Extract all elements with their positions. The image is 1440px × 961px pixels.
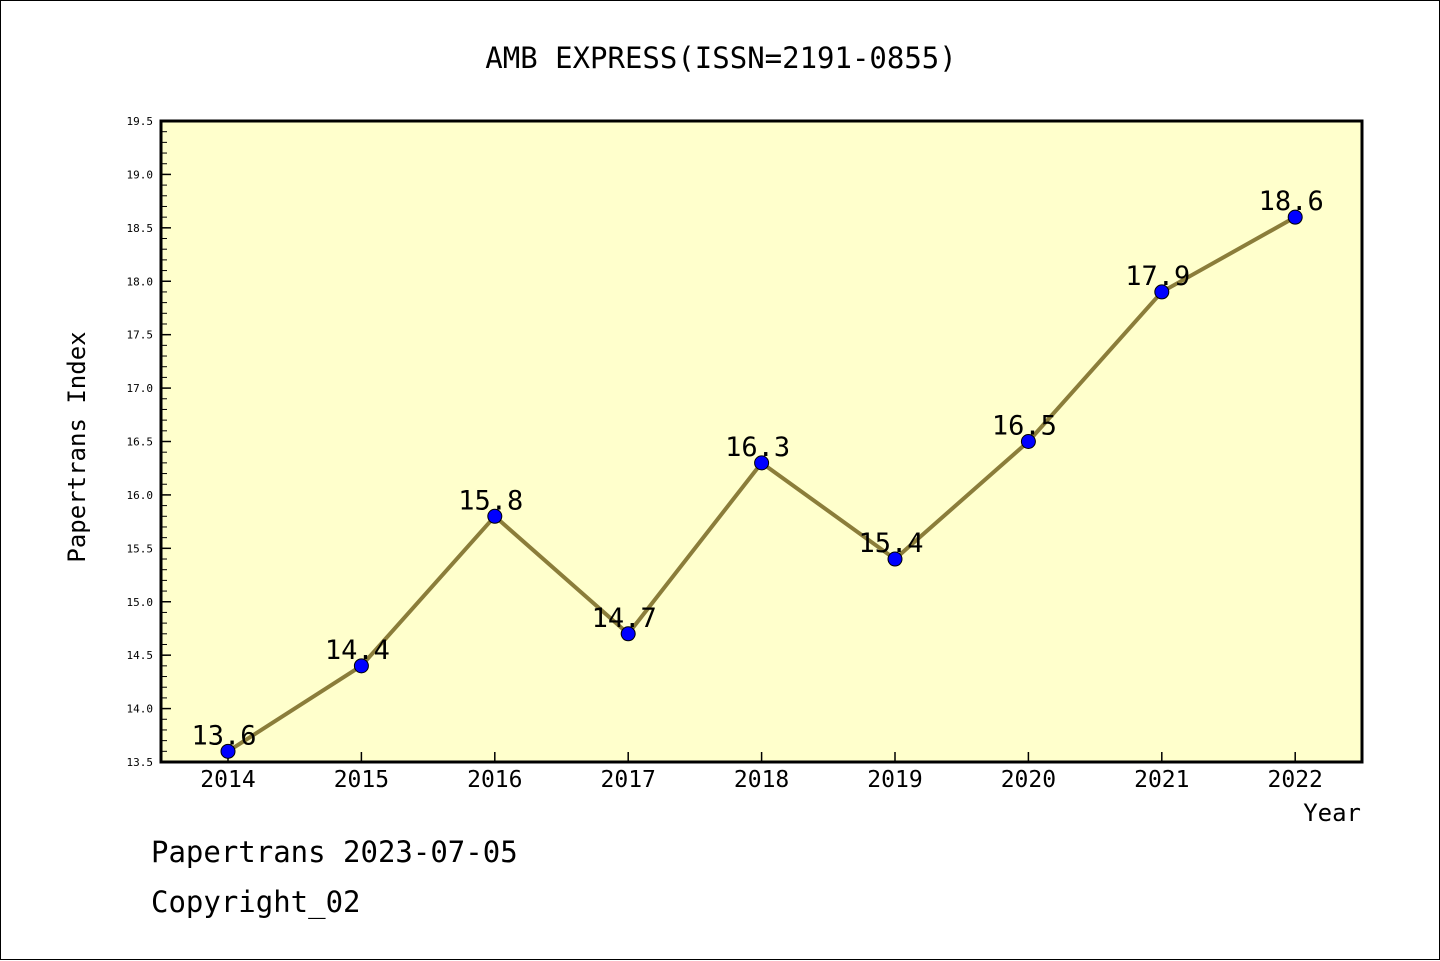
y-tick-label: 18.0 (127, 275, 154, 288)
chart-title: AMB EXPRESS(ISSN=2191-0855) (485, 41, 956, 75)
data-label: 17.9 (1125, 261, 1190, 292)
y-axis-ticks: 13.5 14.0 14.5 15.0 15.5 16.0 16.5 17.0 17.5 18.0… (127, 115, 171, 769)
data-label: 18.6 (1259, 186, 1324, 217)
y-tick-label: 18.5 (127, 222, 154, 235)
data-point (1154, 284, 1170, 300)
data-point (220, 743, 236, 759)
y-tick-label: 13.5 (127, 756, 154, 769)
x-tick-label: 2015 (334, 767, 389, 793)
data-point (754, 455, 770, 471)
data-label: 13.6 (191, 720, 256, 751)
data-point (353, 658, 369, 674)
data-point (487, 508, 503, 524)
x-tick-label: 2018 (734, 767, 789, 793)
data-label: 15.8 (458, 485, 523, 516)
y-tick-label: 17.0 (127, 382, 154, 395)
x-tick-label: 2016 (467, 767, 522, 793)
y-tick-label: 19.0 (127, 168, 154, 181)
plot-area (161, 121, 1362, 762)
y-tick-label: 14.5 (127, 649, 154, 662)
data-label: 16.5 (992, 411, 1057, 442)
x-tick-label: 2021 (1134, 767, 1189, 793)
footer-copyright: Copyright_02 (151, 885, 361, 919)
plot-frame (159, 119, 1364, 764)
x-tick-label: 2014 (200, 767, 255, 793)
y-tick-label: 15.5 (127, 542, 154, 555)
y-tick-label: 16.0 (127, 489, 154, 502)
y-tick-label: 16.5 (127, 436, 154, 449)
x-axis-label: Year (1303, 799, 1361, 827)
y-tick-label: 15.0 (127, 596, 154, 609)
y-tick-label: 17.5 (127, 329, 154, 342)
data-point (620, 626, 636, 642)
x-tick-label: 2019 (867, 767, 922, 793)
data-labels: 13.6 14.4 15.8 14.7 16.3 15.4 16.5 17.9 18.6 (191, 186, 1323, 751)
x-tick-label: 2022 (1268, 767, 1323, 793)
y-tick-label: 19.5 (127, 115, 154, 128)
data-label: 16.3 (725, 432, 790, 463)
data-point (887, 551, 903, 567)
y-axis-label: Papertrans Index (63, 331, 91, 562)
x-tick-label: 2017 (601, 767, 656, 793)
series-markers (220, 209, 1303, 759)
data-point (1020, 434, 1036, 449)
x-axis-ticks: 2014 2015 2016 2017 2018 2019 2020 2021 2022 (200, 752, 1323, 793)
data-label: 14.4 (325, 635, 390, 666)
data-label: 15.4 (858, 528, 923, 559)
data-point (1287, 209, 1303, 225)
data-label: 14.7 (592, 603, 657, 634)
y-tick-label: 14.0 (127, 703, 154, 716)
footer-source: Papertrans 2023-07-05 (151, 835, 518, 869)
x-tick-label: 2020 (1001, 767, 1056, 793)
